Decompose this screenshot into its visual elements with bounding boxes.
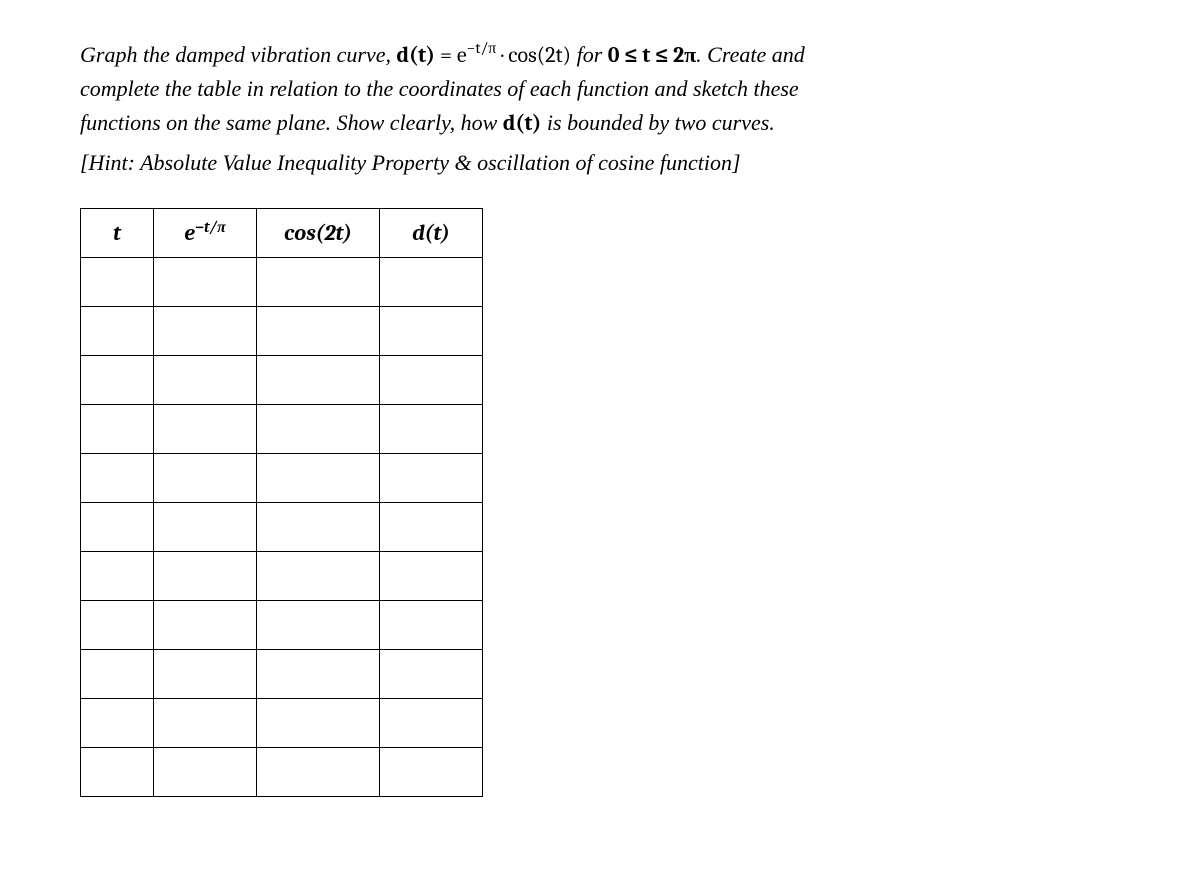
table-cell xyxy=(81,307,154,356)
table-cell xyxy=(81,356,154,405)
cos-2t: cos(2t) xyxy=(508,42,571,68)
dot: · xyxy=(496,42,508,68)
table-cell xyxy=(81,748,154,797)
text-suffix-3: is bounded by two curves. xyxy=(541,110,774,135)
for-text: for xyxy=(571,42,608,67)
table-header-row: t e−t/π cos(2t) d(t) xyxy=(81,209,483,258)
col-header-t: t xyxy=(81,209,154,258)
table-cell xyxy=(81,258,154,307)
problem-line-2: complete the table in relation to the co… xyxy=(80,72,1120,106)
table-cell xyxy=(257,405,380,454)
table-cell xyxy=(81,552,154,601)
exp-e: e xyxy=(184,220,195,246)
table-cell xyxy=(154,307,257,356)
table-cell xyxy=(81,699,154,748)
table-cell xyxy=(257,748,380,797)
table-cell xyxy=(81,601,154,650)
table-cell xyxy=(154,552,257,601)
range: 0 ≤ t ≤ 2π xyxy=(608,42,696,68)
exp-sup: −t/π xyxy=(195,218,226,236)
e-exponent: −t/π xyxy=(467,39,497,57)
problem-hint: [Hint: Absolute Value Inequality Propert… xyxy=(80,146,1120,180)
table-cell xyxy=(81,454,154,503)
table-cell xyxy=(154,405,257,454)
table-body xyxy=(81,258,483,797)
table-row xyxy=(81,552,483,601)
problem-statement: Graph the damped vibration curve, d(t) =… xyxy=(80,38,1120,180)
equals: = xyxy=(435,42,457,68)
d-of-t: d(t) xyxy=(397,42,436,68)
table-cell xyxy=(154,356,257,405)
e-base: e xyxy=(457,42,467,68)
table-cell xyxy=(380,258,483,307)
table-cell xyxy=(257,601,380,650)
d-of-t-2: d(t) xyxy=(503,110,542,136)
table-cell xyxy=(257,454,380,503)
table-cell xyxy=(257,356,380,405)
table-cell xyxy=(154,258,257,307)
table-cell xyxy=(257,307,380,356)
table-row xyxy=(81,258,483,307)
text-suffix-1: . Create and xyxy=(696,42,805,67)
table-cell xyxy=(257,503,380,552)
table-cell xyxy=(380,748,483,797)
table-cell xyxy=(81,405,154,454)
table-cell xyxy=(380,650,483,699)
table-cell xyxy=(154,601,257,650)
page: Graph the damped vibration curve, d(t) =… xyxy=(0,0,1200,837)
text-prefix-3: functions on the same plane. Show clearl… xyxy=(80,110,503,135)
table-cell xyxy=(154,503,257,552)
table-row xyxy=(81,356,483,405)
table-cell xyxy=(380,356,483,405)
table-cell xyxy=(154,650,257,699)
text-prefix-1: Graph the damped vibration curve, xyxy=(80,42,397,67)
table-row xyxy=(81,454,483,503)
table-cell xyxy=(380,552,483,601)
table-cell xyxy=(154,699,257,748)
table-cell xyxy=(380,503,483,552)
table-cell xyxy=(380,454,483,503)
table-row xyxy=(81,699,483,748)
table-cell xyxy=(380,307,483,356)
problem-line-3: functions on the same plane. Show clearl… xyxy=(80,106,1120,140)
col-header-d: d(t) xyxy=(380,209,483,258)
table-cell xyxy=(257,552,380,601)
table-row xyxy=(81,748,483,797)
table-container: t e−t/π cos(2t) d(t) xyxy=(80,208,1120,797)
col-header-cos: cos(2t) xyxy=(257,209,380,258)
table-cell xyxy=(257,699,380,748)
table-cell xyxy=(154,454,257,503)
table-cell xyxy=(81,650,154,699)
col-header-exp: e−t/π xyxy=(154,209,257,258)
table-cell xyxy=(380,699,483,748)
table-row xyxy=(81,650,483,699)
table-row xyxy=(81,601,483,650)
table-cell xyxy=(154,748,257,797)
problem-line-1: Graph the damped vibration curve, d(t) =… xyxy=(80,38,1120,72)
table-cell xyxy=(257,258,380,307)
table-cell xyxy=(257,650,380,699)
table-cell xyxy=(380,601,483,650)
table-cell xyxy=(81,503,154,552)
table-row xyxy=(81,307,483,356)
table-row xyxy=(81,405,483,454)
table-row xyxy=(81,503,483,552)
table-cell xyxy=(380,405,483,454)
coordinates-table: t e−t/π cos(2t) d(t) xyxy=(80,208,483,797)
